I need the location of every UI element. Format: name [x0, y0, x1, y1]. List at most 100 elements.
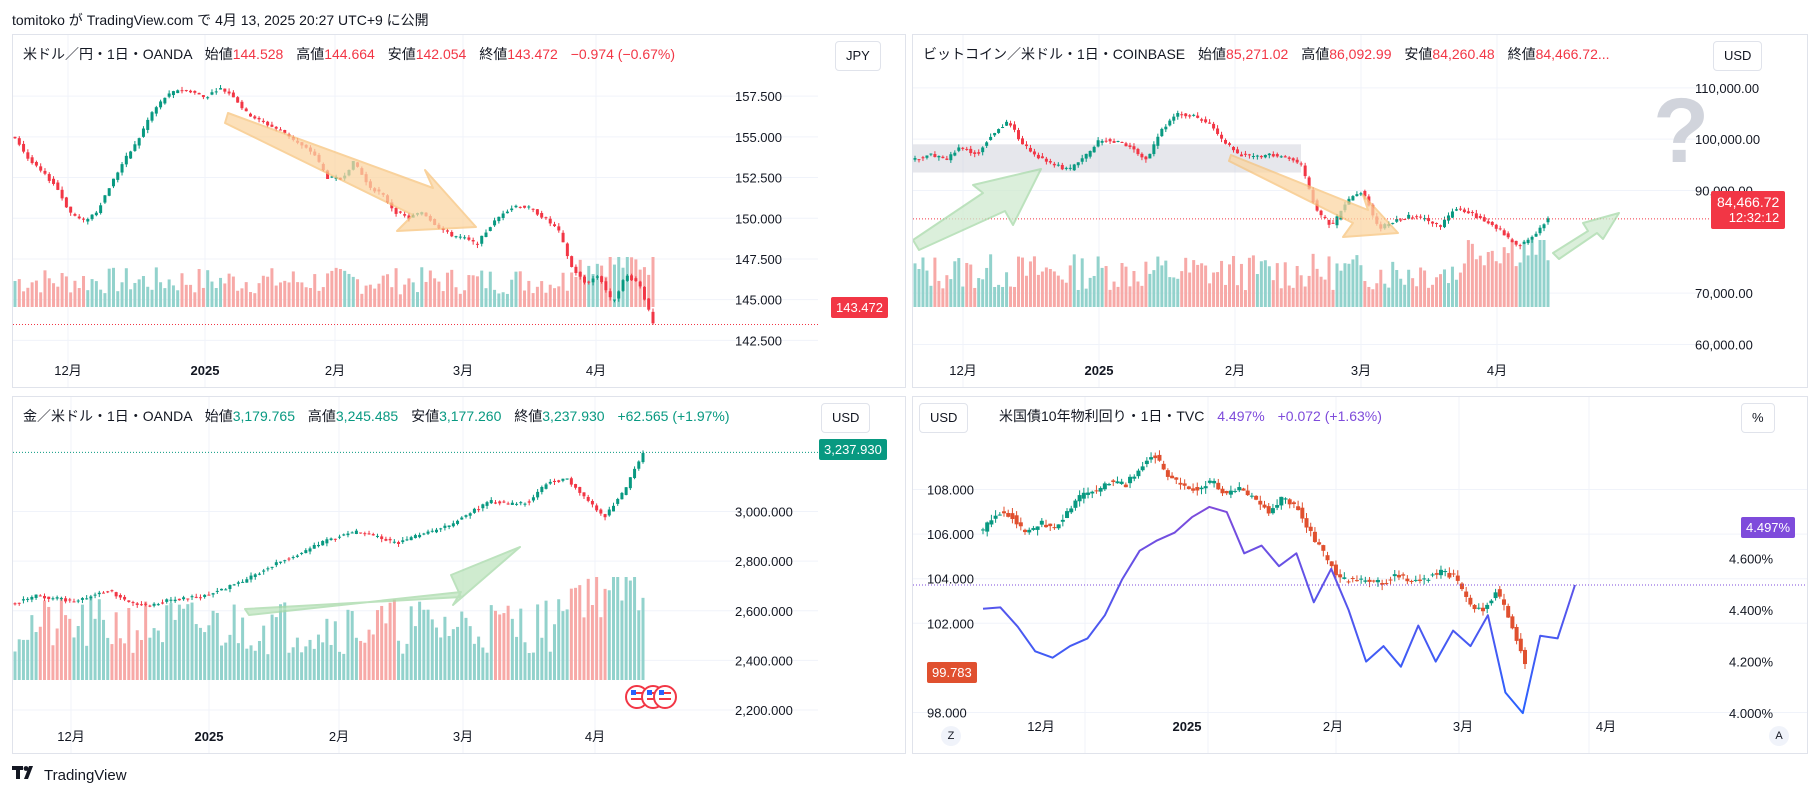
candle: [1039, 520, 1044, 525]
candle: [60, 189, 64, 199]
volume-bar: [468, 626, 472, 680]
volume-bar: [1116, 286, 1120, 307]
volume-bar: [240, 288, 244, 307]
volume-bar: [510, 279, 514, 307]
us10y-right-yield-badge: 4.497%: [1741, 517, 1796, 538]
volume-bar: [1168, 277, 1172, 307]
candle: [1002, 511, 1007, 514]
btcusd-chart-panel[interactable]: 110,000.00100,000.0090,000.0070,000.0060…: [912, 34, 1808, 388]
candle: [1363, 190, 1367, 197]
us10y-right-scale-button[interactable]: %: [1741, 403, 1775, 433]
volume-bar: [612, 264, 616, 307]
btcusd-low-label: 安値: [1404, 46, 1433, 62]
volume-bar: [1104, 266, 1108, 307]
volume-bar: [961, 286, 965, 307]
candle: [1028, 147, 1032, 152]
candle: [1176, 113, 1180, 117]
candle: [106, 591, 110, 593]
btcusd-chart-canvas[interactable]: 110,000.00100,000.0090,000.0070,000.0060…: [913, 35, 1807, 387]
candle: [1283, 498, 1288, 500]
candle: [312, 544, 316, 549]
candle: [1411, 217, 1415, 219]
volume-bar: [1212, 272, 1216, 307]
candle: [93, 594, 97, 596]
candle: [949, 154, 953, 161]
y-tick-label: 145.000: [735, 293, 782, 308]
candle: [1044, 524, 1049, 528]
candle: [1399, 219, 1403, 221]
volume-bar: [981, 279, 985, 307]
candle: [1262, 504, 1267, 508]
volume-bar: [401, 653, 405, 680]
candle: [1233, 490, 1238, 492]
volume-bar: [586, 578, 590, 680]
btcusd-high-label: 高値: [1301, 46, 1330, 62]
volume-bar: [220, 645, 224, 680]
candle: [426, 531, 430, 534]
volume-bar: [384, 623, 388, 680]
volume-bar: [34, 632, 38, 680]
volume-bar: [1395, 270, 1399, 307]
candle: [52, 178, 56, 184]
us10y-chart-canvas[interactable]: 108.000 106.000 104.000 102.000 98.000 4.600%…: [913, 397, 1807, 753]
candle: [540, 486, 544, 493]
xauusd-chart-panel[interactable]: 3,000.000 2,800.000 2,600.000 2,400.000 2,20…: [12, 396, 906, 754]
volume-bar: [1347, 263, 1351, 307]
usdjpy-chart-panel[interactable]: 157.500 155.000 152.500 150.000 147.500 145.0…: [12, 34, 906, 388]
candle: [146, 119, 150, 130]
usdjpy-currency-button[interactable]: JPY: [835, 41, 881, 71]
volume-bar: [460, 611, 464, 680]
candle: [1128, 476, 1133, 484]
candle: [445, 230, 449, 232]
candle: [1327, 219, 1331, 225]
volume-bar: [441, 291, 445, 307]
x-tick-label: 2月: [1225, 363, 1245, 378]
volume-bar: [99, 289, 103, 307]
candle: [85, 598, 89, 600]
volume-bar: [291, 647, 295, 680]
candle: [308, 548, 312, 552]
usdjpy-chart-canvas[interactable]: 157.500 155.000 152.500 150.000 147.500 145.0…: [13, 35, 905, 387]
us10y-left-scale-button[interactable]: USD: [919, 403, 969, 433]
candle: [1307, 177, 1311, 190]
us10y-auto-scale-button[interactable]: A: [1769, 726, 1789, 746]
candle: [1371, 580, 1376, 582]
btcusd-currency-button[interactable]: USD: [1713, 41, 1763, 71]
volume-bar: [176, 290, 180, 307]
volume-bar: [1379, 269, 1383, 307]
volume-bar: [59, 597, 63, 680]
candle: [409, 537, 413, 541]
candle: [1363, 580, 1368, 582]
volume-bar: [965, 262, 969, 307]
volume-bar: [1243, 290, 1247, 307]
candle: [56, 182, 60, 190]
candle: [570, 256, 574, 267]
candle: [114, 592, 118, 597]
candle: [371, 534, 375, 536]
xauusd-currency-button[interactable]: USD: [821, 403, 871, 433]
volume-bar: [97, 599, 101, 680]
volume-bar: [236, 643, 240, 680]
us10y-zoom-button[interactable]: Z: [941, 726, 961, 746]
candle: [266, 121, 270, 126]
x-tick-label: 2月: [325, 363, 345, 378]
volume-bar: [135, 630, 139, 680]
candle: [1249, 495, 1254, 497]
volume-bar: [266, 276, 270, 307]
xauusd-chart-canvas[interactable]: 3,000.000 2,800.000 2,600.000 2,400.000 2,20…: [13, 397, 905, 753]
volume-bar: [278, 282, 282, 307]
candle: [973, 152, 977, 154]
candle: [120, 164, 124, 173]
candle: [342, 534, 346, 536]
candle: [456, 520, 460, 524]
volume-bar: [106, 637, 110, 680]
candle: [1407, 214, 1411, 219]
us10y-chart-panel[interactable]: 108.000 106.000 104.000 102.000 98.000 4.600%…: [912, 396, 1808, 754]
x-tick-label: 2025: [191, 363, 220, 378]
volume-bar: [1307, 275, 1311, 307]
volume-bar: [363, 642, 367, 680]
volume-bar: [261, 275, 265, 307]
volume-bar: [472, 643, 476, 680]
candle: [152, 603, 156, 606]
volume-bar: [184, 284, 188, 307]
